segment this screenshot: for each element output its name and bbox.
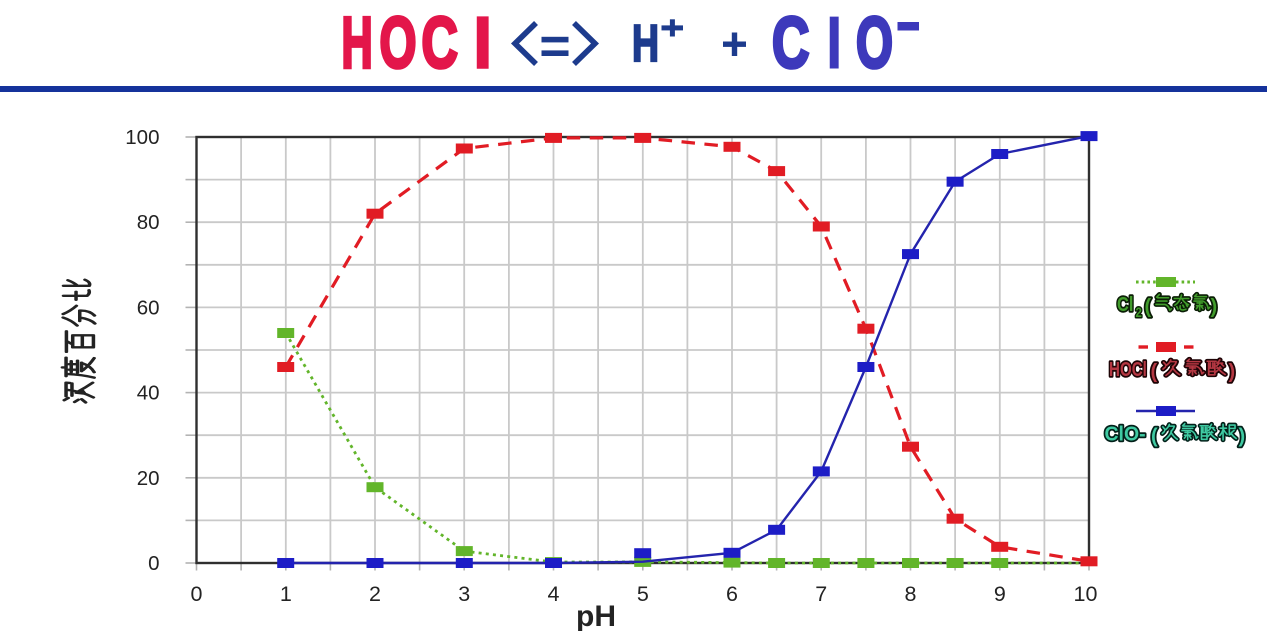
svg-text:7: 7 (815, 582, 827, 606)
svg-text:4: 4 (548, 582, 560, 606)
svg-text:1: 1 (280, 582, 292, 606)
svg-text:100: 100 (125, 126, 159, 149)
svg-text:8: 8 (905, 582, 917, 606)
svg-text:10: 10 (1074, 582, 1098, 606)
svg-text:(: ( (1151, 426, 1158, 448)
svg-text:6: 6 (726, 582, 738, 606)
svg-text:O: O (380, 3, 417, 83)
svg-text:O: O (856, 3, 893, 83)
svg-text:2: 2 (369, 582, 381, 606)
svg-text:): ) (1211, 296, 1218, 318)
svg-text:I: I (827, 3, 841, 83)
svg-text:(: ( (1151, 361, 1158, 383)
svg-text:): ) (1229, 361, 1236, 383)
svg-text:HOCl: HOCl (1109, 358, 1147, 381)
svg-text:20: 20 (137, 467, 160, 490)
svg-text:5: 5 (637, 582, 649, 606)
svg-text:C: C (772, 3, 809, 83)
svg-text:H: H (342, 2, 373, 83)
svg-text:0: 0 (191, 582, 203, 606)
svg-text:0: 0 (148, 552, 159, 575)
svg-text:(: ( (1145, 296, 1152, 318)
svg-text:ClO-: ClO- (1105, 423, 1146, 446)
svg-text:2: 2 (1136, 304, 1142, 320)
svg-text:60: 60 (137, 296, 160, 319)
svg-text:Cl: Cl (1117, 292, 1133, 315)
svg-text:3: 3 (458, 582, 470, 606)
svg-text:H: H (632, 14, 659, 73)
svg-text:C: C (422, 4, 458, 84)
svg-text:pH: pH (576, 600, 616, 631)
svg-text:40: 40 (137, 382, 160, 405)
svg-text:I: I (474, 2, 492, 83)
svg-text:80: 80 (137, 211, 160, 234)
svg-text:9: 9 (994, 582, 1006, 606)
svg-text:): ) (1239, 426, 1246, 448)
